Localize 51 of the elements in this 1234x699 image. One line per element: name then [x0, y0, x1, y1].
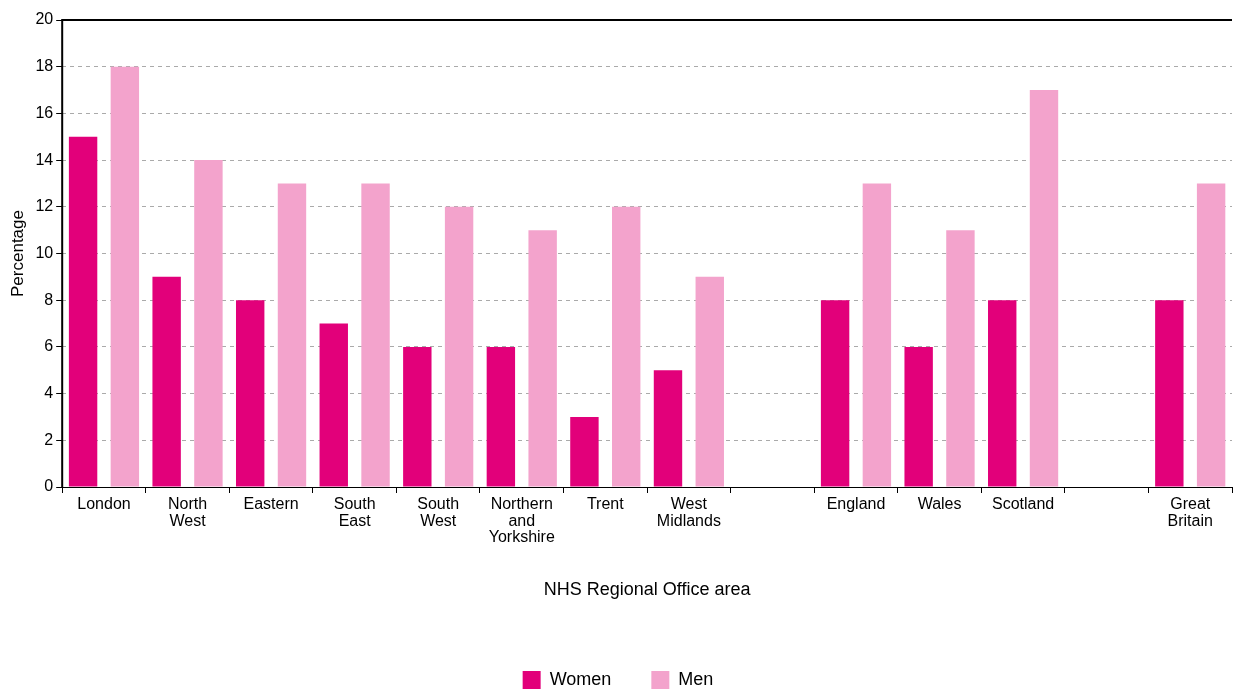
- bar: [904, 346, 933, 487]
- bar: [1029, 90, 1059, 487]
- bar: [612, 206, 641, 487]
- bar: [403, 346, 432, 487]
- x-tick-label: England: [826, 494, 886, 512]
- bar: [820, 300, 850, 487]
- bar: [1155, 300, 1184, 487]
- x-tick-label: West Midlands: [656, 494, 721, 529]
- y-tick-label: 8: [44, 290, 54, 308]
- x-axis-title: NHS Regional Office area: [543, 579, 752, 600]
- bar: [653, 370, 683, 487]
- x-tick-label: Trent: [586, 494, 625, 512]
- bar: [570, 416, 599, 487]
- y-tick-label: 16: [35, 103, 54, 121]
- x-tick-label: Scotland: [991, 494, 1055, 512]
- bar: [444, 206, 474, 487]
- bar: [194, 160, 223, 487]
- x-tick-label: South East: [333, 494, 376, 529]
- bar: [1196, 183, 1226, 487]
- x-tick-label: London: [77, 494, 131, 512]
- legend-label: Women: [549, 668, 612, 689]
- bar: [361, 183, 390, 487]
- y-tick-label: 20: [35, 10, 54, 28]
- y-tick-label: 6: [44, 337, 54, 355]
- x-tick-label: Eastern: [243, 494, 299, 512]
- bar: [946, 230, 975, 487]
- y-tick-label: 14: [35, 150, 54, 168]
- bar: [319, 323, 348, 487]
- legend-label: Men: [678, 668, 714, 689]
- bar: [695, 276, 724, 487]
- bar: [236, 300, 265, 487]
- y-tick-label: 12: [35, 197, 54, 215]
- bar: [68, 136, 98, 487]
- bar: [528, 230, 557, 487]
- bar: [862, 183, 892, 487]
- y-tick-label: 2: [44, 430, 54, 448]
- bar: [988, 300, 1017, 487]
- bar: [152, 276, 181, 487]
- x-tick-label: South West: [417, 494, 460, 529]
- x-tick-label: Northern and Yorkshire: [488, 494, 555, 546]
- y-axis-title: Percentage: [7, 210, 27, 297]
- y-tick-label: 18: [35, 57, 54, 75]
- y-tick-label: 4: [44, 384, 54, 402]
- bar: [110, 66, 140, 487]
- y-tick-label: 10: [35, 243, 54, 261]
- x-tick-label: North West: [167, 494, 208, 529]
- y-tick-label: 0: [44, 477, 54, 495]
- bar: [277, 183, 307, 487]
- x-tick-label: Great Britain: [1167, 494, 1213, 529]
- x-tick-label: Wales: [917, 494, 962, 512]
- bar: [486, 346, 516, 487]
